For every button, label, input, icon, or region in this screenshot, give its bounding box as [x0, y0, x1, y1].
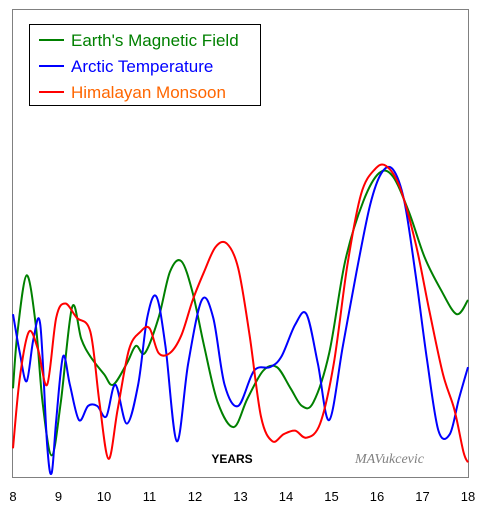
legend-label-magnetic-field: Earth's Magnetic Field — [71, 31, 239, 50]
x-tick-label: 12 — [188, 489, 202, 504]
x-axis-ticks: 8 9 10 11 12 13 14 15 16 17 18 — [9, 489, 475, 504]
x-axis-label: YEARS — [211, 452, 252, 466]
series-line-arctic-temperature — [12, 165, 469, 475]
x-tick-label: 17 — [415, 489, 429, 504]
legend-label-arctic-temperature: Arctic Temperature — [71, 57, 213, 76]
plot-area-border — [12, 9, 469, 478]
x-tick-label: 8 — [9, 489, 16, 504]
x-tick-label: 10 — [97, 489, 111, 504]
x-tick-label: 11 — [143, 489, 157, 504]
x-tick-label: 16 — [370, 489, 384, 504]
series-line-himalayan-monsoon — [12, 163, 469, 463]
signature: MAVukcevic — [354, 452, 425, 467]
x-tick-label: 14 — [279, 489, 293, 504]
legend-box — [29, 24, 261, 106]
legend-label-himalayan-monsoon: Himalayan Monsoon — [71, 83, 226, 102]
legend: Earth's Magnetic Field Arctic Temperatur… — [29, 24, 261, 106]
x-tick-label: 13 — [233, 489, 247, 504]
x-tick-label: 9 — [55, 489, 62, 504]
series-layer — [12, 163, 469, 475]
x-tick-label: 18 — [461, 489, 475, 504]
x-tick-label: 15 — [324, 489, 338, 504]
